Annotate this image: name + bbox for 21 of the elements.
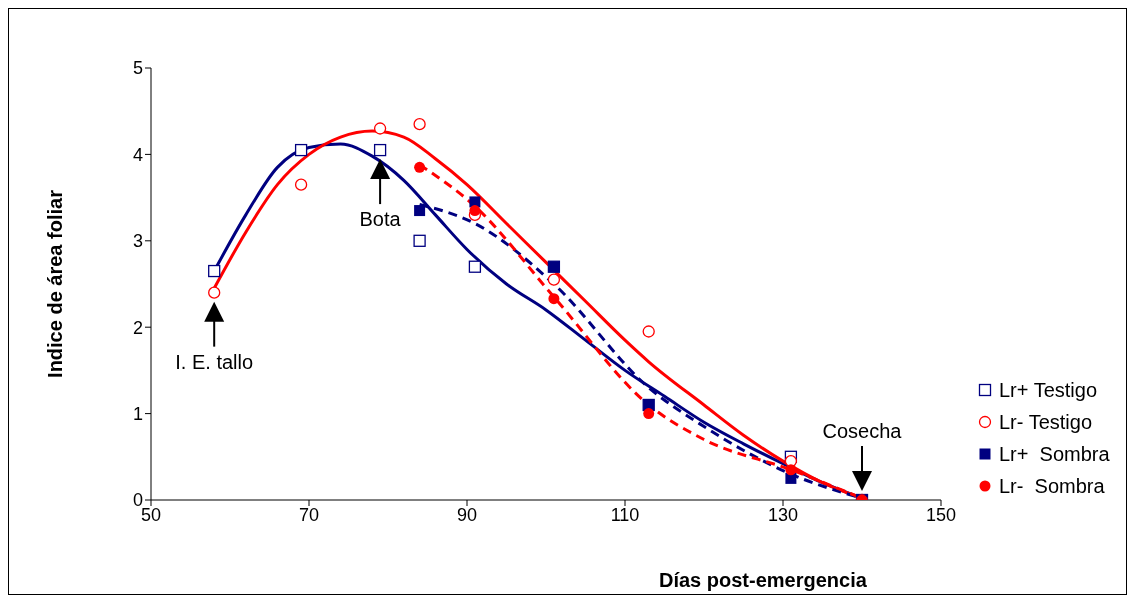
legend-label: Lr- Sombra xyxy=(999,474,1105,498)
legend-label: Lr+ Sombra xyxy=(999,442,1110,466)
x-tick-label: 150 xyxy=(925,504,957,525)
y-axis-title: Indice de área foliar xyxy=(43,190,67,378)
x-tick-label: 90 xyxy=(456,504,478,525)
x-axis-title: Días post-emergencia xyxy=(659,569,867,592)
y-tick-label: 1 xyxy=(132,403,143,424)
y-tick-label: 4 xyxy=(132,144,143,165)
annotation: Bota xyxy=(359,208,402,231)
y-tick-label: 2 xyxy=(132,317,143,338)
annotation: Cosecha xyxy=(822,420,903,442)
y-tick-label: 0 xyxy=(132,490,143,511)
legend-label: Lr- Testigo xyxy=(999,410,1093,434)
legend-label: Lr+ Testigo xyxy=(999,378,1098,402)
x-tick-label: 110 xyxy=(610,504,640,525)
annotation: I. E. tallo xyxy=(175,350,254,373)
x-tick-label: 50 xyxy=(140,504,162,525)
y-tick-label: 5 xyxy=(132,58,143,79)
x-tick-label: 130 xyxy=(767,504,799,525)
x-tick-label: 70 xyxy=(298,504,320,525)
y-tick-label: 3 xyxy=(132,231,143,252)
